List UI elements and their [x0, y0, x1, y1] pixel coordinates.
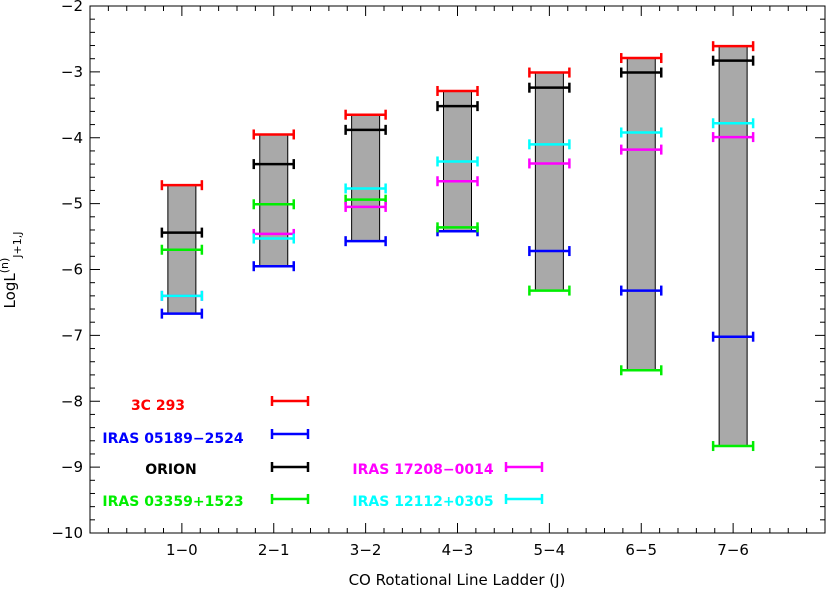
- y-axis: −10 −9 −8 −7 −6 −5 −4 −3 −2: [51, 0, 825, 542]
- point-s2-c5: [528, 246, 571, 257]
- svg-text:LogL(n)J+1,J: LogL(n)J+1,J: [0, 232, 24, 309]
- point-s1-c4: [436, 85, 479, 96]
- point-s6-c7: [711, 118, 755, 129]
- point-s5-c5: [528, 158, 571, 169]
- series-marks: [160, 41, 755, 452]
- x-axis-title: CO Rotational Line Ladder (J): [349, 571, 566, 589]
- point-s1-c2: [252, 129, 295, 140]
- point-s6-c6: [620, 127, 663, 138]
- x-tick-label: 7−6: [717, 541, 749, 559]
- point-s4-c7: [711, 441, 755, 452]
- point-s6-c1: [160, 290, 204, 301]
- plot-frame: [89, 5, 826, 534]
- point-s3-c7: [711, 55, 755, 66]
- point-s3-c5: [528, 82, 571, 93]
- x-tick-label: 1−0: [166, 541, 198, 559]
- y-tick-label: −9: [61, 458, 83, 476]
- point-s5-c3: [344, 201, 387, 212]
- point-s3-c6: [620, 67, 663, 78]
- legend-marker-3: [270, 462, 310, 472]
- point-s1-c1: [160, 180, 204, 191]
- point-s2-c3: [344, 236, 387, 247]
- legend-label-1: 3C 293: [131, 398, 185, 414]
- y-tick-label: −4: [61, 129, 83, 147]
- x-tick-label: 6−5: [625, 541, 657, 559]
- legend-marker-5: [504, 462, 544, 472]
- y-axis-title-sub: J+1,J: [11, 232, 24, 259]
- range-bars: [167, 45, 748, 447]
- y-axis-title-sup: (n): [0, 258, 11, 274]
- point-s2-c6: [620, 285, 663, 296]
- point-s3-c2: [252, 159, 295, 170]
- legend-label-5: IRAS 17208−0014: [352, 462, 493, 478]
- point-s4-c5: [528, 285, 571, 296]
- y-tick-label: −5: [61, 195, 83, 213]
- x-axis: 1−0 2−1 3−2 4−3 5−4 6−5 7−6: [89, 6, 826, 559]
- point-s4-c4: [436, 222, 479, 233]
- point-s4-c2: [252, 199, 295, 210]
- legend-marker-4: [270, 494, 310, 504]
- point-s6-c2: [252, 233, 295, 244]
- point-s2-c7: [711, 331, 755, 342]
- legend-label-4: IRAS 03359+1523: [102, 494, 243, 510]
- y-tick-label: −10: [51, 524, 83, 542]
- legend-marker-6: [504, 494, 544, 504]
- range-bar-6: [626, 57, 656, 371]
- x-tick-label: 3−2: [350, 541, 382, 559]
- point-s2-c2: [252, 261, 295, 272]
- point-s4-c6: [620, 365, 663, 376]
- point-s1-c6: [620, 53, 663, 64]
- y-tick-label: −3: [61, 63, 83, 81]
- x-tick-label: 2−1: [258, 541, 290, 559]
- y-axis-title: LogL(n)J+1,J: [0, 232, 24, 309]
- y-tick-label: −8: [61, 392, 83, 410]
- point-s4-c1: [160, 244, 204, 255]
- range-bar-3: [351, 114, 381, 242]
- legend-label-6: IRAS 12112+0305: [352, 494, 493, 510]
- legend-label-3: ORION: [145, 462, 197, 478]
- point-s3-c3: [344, 124, 387, 135]
- y-tick-label: −6: [61, 261, 83, 279]
- legend-marker-1: [270, 396, 310, 406]
- point-s3-c4: [436, 101, 479, 112]
- point-s5-c7: [711, 132, 755, 143]
- y-tick-label: −7: [61, 326, 83, 344]
- point-s6-c4: [436, 156, 479, 167]
- point-s1-c3: [344, 109, 387, 120]
- point-s3-c1: [160, 227, 204, 238]
- range-bar-5: [534, 72, 564, 292]
- point-s6-c5: [528, 139, 571, 150]
- point-s2-c1: [160, 308, 204, 319]
- x-tick-label: 5−4: [534, 541, 566, 559]
- y-axis-title-main: LogL: [1, 273, 19, 309]
- point-s6-c3: [344, 183, 387, 194]
- y-tick-label: −2: [61, 0, 83, 15]
- point-s5-c4: [436, 176, 479, 187]
- legend-marker-2: [270, 429, 310, 439]
- range-bar-7: [718, 45, 748, 447]
- point-s5-c6: [620, 144, 663, 155]
- legend: 3C 293 IRAS 05189−2524 ORION IRAS 03359+152…: [102, 396, 544, 510]
- range-bar-2: [259, 133, 289, 267]
- point-s1-c5: [528, 67, 571, 78]
- point-s1-c7: [711, 41, 755, 52]
- x-tick-label: 4−3: [442, 541, 474, 559]
- legend-label-2: IRAS 05189−2524: [102, 431, 243, 447]
